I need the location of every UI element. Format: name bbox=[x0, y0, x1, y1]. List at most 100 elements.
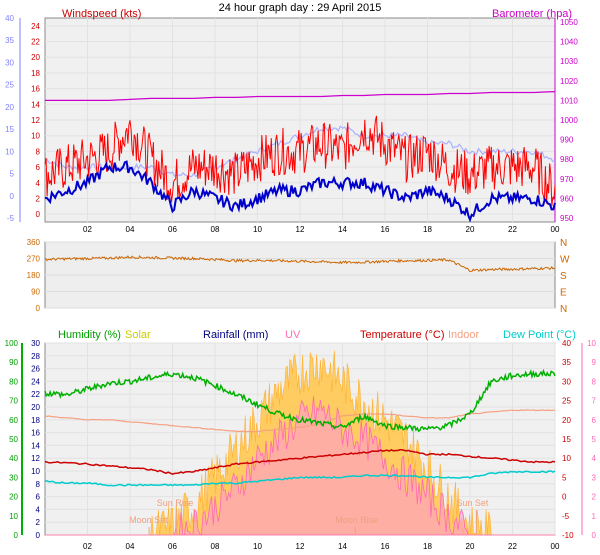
tick-hour: 10 bbox=[253, 542, 262, 551]
legend-rainfall: Rainfall (mm) bbox=[203, 329, 268, 341]
tick-hour: 00 bbox=[551, 225, 560, 234]
tick-hour: 22 bbox=[508, 225, 517, 234]
event-label: Moon Set bbox=[129, 515, 168, 525]
tick-wind-red: 4 bbox=[36, 179, 41, 188]
event-label: Sun Rise bbox=[157, 498, 194, 508]
tick-temperature: 30 bbox=[562, 377, 571, 386]
tick-uv: 4 bbox=[592, 454, 597, 463]
tick-humidity: 30 bbox=[9, 473, 18, 482]
tick-barometer: 960 bbox=[560, 194, 574, 203]
tick-compass: W bbox=[560, 255, 570, 266]
tick-wind-red: 8 bbox=[36, 147, 41, 156]
tick-humidity: 0 bbox=[14, 531, 19, 540]
tick-uv: 0 bbox=[592, 531, 597, 540]
tick-wind-blue: 35 bbox=[5, 36, 14, 45]
tick-rainfall: 4 bbox=[36, 505, 41, 514]
tick-wind-red: 16 bbox=[31, 85, 40, 94]
tick-humidity: 90 bbox=[9, 358, 18, 367]
tick-direction: 270 bbox=[27, 255, 41, 264]
tick-temperature: 0 bbox=[562, 493, 567, 502]
tick-wind-red: 20 bbox=[31, 53, 40, 62]
tick-barometer: 1030 bbox=[560, 57, 578, 66]
tick-hour: 18 bbox=[423, 225, 432, 234]
legend-barometer: Barometer (hpa) bbox=[492, 8, 572, 20]
tick-temperature: -5 bbox=[562, 512, 570, 521]
tick-rainfall: 16 bbox=[31, 429, 40, 438]
tick-rainfall: 14 bbox=[31, 441, 40, 450]
tick-barometer: 1050 bbox=[560, 18, 578, 27]
tick-uv: 7 bbox=[592, 397, 597, 406]
tick-wind-blue: 40 bbox=[5, 14, 14, 23]
tick-hour: 06 bbox=[168, 225, 177, 234]
tick-hour: 08 bbox=[211, 225, 220, 234]
tick-temperature: 35 bbox=[562, 358, 571, 367]
tick-hour: 02 bbox=[83, 542, 92, 551]
series-wind-gust bbox=[44, 115, 556, 207]
legend-dew: Dew Point (°C) bbox=[503, 329, 576, 341]
tick-humidity: 60 bbox=[9, 416, 18, 425]
legend-temperature: Temperature (°C) bbox=[360, 329, 444, 341]
tick-uv: 3 bbox=[592, 473, 597, 482]
legend-indoor: Indoor bbox=[448, 329, 480, 341]
tick-barometer: 990 bbox=[560, 136, 574, 145]
tick-rainfall: 8 bbox=[36, 480, 41, 489]
chart-title: 24 hour graph day : 29 April 2015 bbox=[219, 2, 382, 14]
tick-wind-red: 18 bbox=[31, 69, 40, 78]
tick-barometer: 950 bbox=[560, 214, 574, 223]
tick-direction: 360 bbox=[27, 238, 41, 247]
tick-hour: 04 bbox=[126, 225, 135, 234]
legend-humidity: Humidity (%) bbox=[58, 329, 121, 341]
tick-hour: 12 bbox=[296, 225, 305, 234]
tick-temperature: 5 bbox=[562, 473, 567, 482]
tick-wind-blue: 20 bbox=[5, 103, 14, 112]
tick-wind-red: 6 bbox=[36, 163, 41, 172]
tick-humidity: 40 bbox=[9, 454, 18, 463]
tick-rainfall: 2 bbox=[36, 518, 41, 527]
tick-hour: 16 bbox=[381, 542, 390, 551]
legend-uv: UV bbox=[285, 329, 301, 341]
tick-rainfall: 12 bbox=[31, 454, 40, 463]
tick-direction: 0 bbox=[36, 304, 41, 313]
tick-wind-red: 22 bbox=[31, 38, 40, 47]
tick-compass: S bbox=[560, 271, 567, 282]
tick-temperature: 25 bbox=[562, 397, 571, 406]
tick-wind-blue: 0 bbox=[10, 192, 15, 201]
tick-uv: 9 bbox=[592, 358, 597, 367]
tick-wind-red: 14 bbox=[31, 100, 40, 109]
tick-rainfall: 26 bbox=[31, 365, 40, 374]
tick-wind-blue: 5 bbox=[10, 170, 15, 179]
series-wind-avg bbox=[44, 160, 556, 223]
tick-barometer: 1020 bbox=[560, 77, 578, 86]
tick-wind-red: 10 bbox=[31, 132, 40, 141]
tick-hour: 16 bbox=[381, 225, 390, 234]
tick-uv: 5 bbox=[592, 435, 597, 444]
tick-humidity: 50 bbox=[9, 435, 18, 444]
tick-wind-red: 12 bbox=[31, 116, 40, 125]
tick-compass: E bbox=[560, 288, 567, 299]
tick-barometer: 970 bbox=[560, 175, 574, 184]
series-wind-direction bbox=[44, 255, 556, 273]
tick-hour: 02 bbox=[83, 225, 92, 234]
tick-rainfall: 6 bbox=[36, 493, 41, 502]
tick-hour: 06 bbox=[168, 542, 177, 551]
tick-rainfall: 22 bbox=[31, 390, 40, 399]
tick-hour: 14 bbox=[338, 542, 347, 551]
tick-rainfall: 28 bbox=[31, 352, 40, 361]
legend-windspeed: Windspeed (kts) bbox=[62, 8, 141, 20]
tick-uv: 8 bbox=[592, 377, 597, 386]
series-uv bbox=[45, 396, 555, 536]
tick-compass: N bbox=[560, 238, 567, 249]
tick-rainfall: 24 bbox=[31, 377, 40, 386]
tick-hour: 04 bbox=[126, 542, 135, 551]
tick-wind-blue: 25 bbox=[5, 81, 14, 90]
tick-barometer: 1010 bbox=[560, 96, 578, 105]
tick-rainfall: 18 bbox=[31, 416, 40, 425]
tick-wind-blue: 30 bbox=[5, 58, 14, 67]
tick-hour: 18 bbox=[423, 542, 432, 551]
tick-compass: N bbox=[560, 304, 567, 315]
tick-uv: 6 bbox=[592, 416, 597, 425]
tick-wind-blue: 10 bbox=[5, 147, 14, 156]
tick-rainfall: 10 bbox=[31, 467, 40, 476]
event-label: Sun Set bbox=[456, 498, 489, 508]
